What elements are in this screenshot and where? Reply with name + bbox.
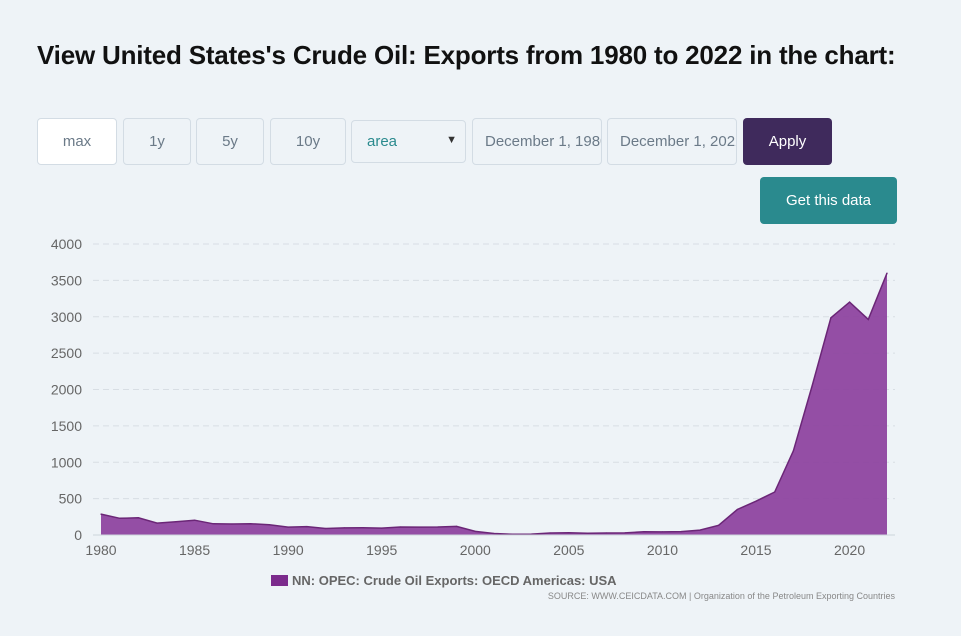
data-point[interactable] [343,527,345,529]
y-tick-label: 3500 [51,272,82,288]
data-point[interactable] [830,317,832,319]
range-1y-button[interactable]: 1y [123,118,191,165]
y-tick-label: 1000 [51,454,82,470]
data-point[interactable] [212,523,214,525]
data-point[interactable] [849,301,851,303]
data-point[interactable] [699,529,701,531]
data-point[interactable] [718,524,720,526]
chart-type-value: area [367,133,398,150]
start-date-input[interactable]: December 1, 1980 [472,118,602,165]
chevron-down-icon: ▼ [446,134,457,146]
legend-label[interactable]: NN: OPEC: Crude Oil Exports: OECD Americ… [292,573,617,588]
data-point[interactable] [493,532,495,535]
data-point[interactable] [549,532,551,534]
data-point[interactable] [268,524,270,526]
data-point[interactable] [792,450,795,452]
page-title: View United States's Crude Oil: Exports … [37,40,896,70]
data-point[interactable] [680,531,682,533]
y-tick-label: 500 [59,491,83,507]
data-point[interactable] [418,526,420,528]
data-point[interactable] [250,523,252,525]
data-point[interactable] [811,385,813,387]
data-point[interactable] [325,527,327,530]
data-point[interactable] [119,517,121,519]
data-point[interactable] [774,491,776,493]
data-point[interactable] [755,500,757,502]
y-tick-label: 2500 [51,345,82,361]
data-point[interactable] [736,508,738,511]
x-tick-label: 2020 [834,542,865,558]
end-date-input[interactable]: December 1, 2022 [607,118,737,165]
x-tick-label: 1995 [366,542,397,558]
data-point[interactable] [194,519,196,521]
data-point[interactable] [231,523,233,525]
data-point[interactable] [175,521,177,523]
data-point[interactable] [362,527,364,529]
x-tick-label: 2015 [740,542,771,558]
source-note: SOURCE: WWW.CEICDATA.COM | Organization … [548,591,896,601]
y-tick-label: 1500 [51,418,82,434]
data-point[interactable] [156,522,158,524]
data-point[interactable] [568,532,570,534]
data-point[interactable] [306,526,308,528]
y-tick-label: 4000 [51,236,82,252]
range-10y-button[interactable]: 10y [270,118,346,165]
y-tick-label: 2000 [51,382,82,398]
range-max-button[interactable]: max [37,118,117,165]
x-tick-label: 2000 [460,542,491,558]
apply-button[interactable]: Apply [743,118,832,165]
x-tick-label: 2005 [553,542,584,558]
x-tick-label: 2010 [647,542,678,558]
data-point[interactable] [867,318,869,320]
data-point[interactable] [661,531,664,533]
chart-type-select[interactable]: area ▼ [351,120,466,163]
data-point[interactable] [100,513,102,515]
data-point[interactable] [137,517,139,519]
get-data-button[interactable]: Get this data [760,177,897,224]
data-point[interactable] [624,532,626,534]
x-tick-label: 1980 [85,542,116,558]
series-line [100,272,888,536]
data-point[interactable] [456,525,458,528]
data-point[interactable] [587,532,589,534]
legend-swatch [271,575,288,586]
data-point[interactable] [643,531,645,533]
data-point[interactable] [381,527,383,529]
x-tick-label: 1985 [179,542,210,558]
y-tick-label: 3000 [51,309,82,325]
series-area[interactable] [101,273,887,535]
data-point[interactable] [886,272,888,274]
x-tick-label: 1990 [273,542,304,558]
data-point[interactable] [474,530,476,533]
data-point[interactable] [437,526,439,528]
range-5y-button[interactable]: 5y [196,118,264,165]
data-point[interactable] [530,533,533,535]
y-tick-label: 0 [74,527,82,543]
data-point[interactable] [287,526,289,528]
data-point[interactable] [605,532,607,534]
data-point[interactable] [399,526,401,528]
